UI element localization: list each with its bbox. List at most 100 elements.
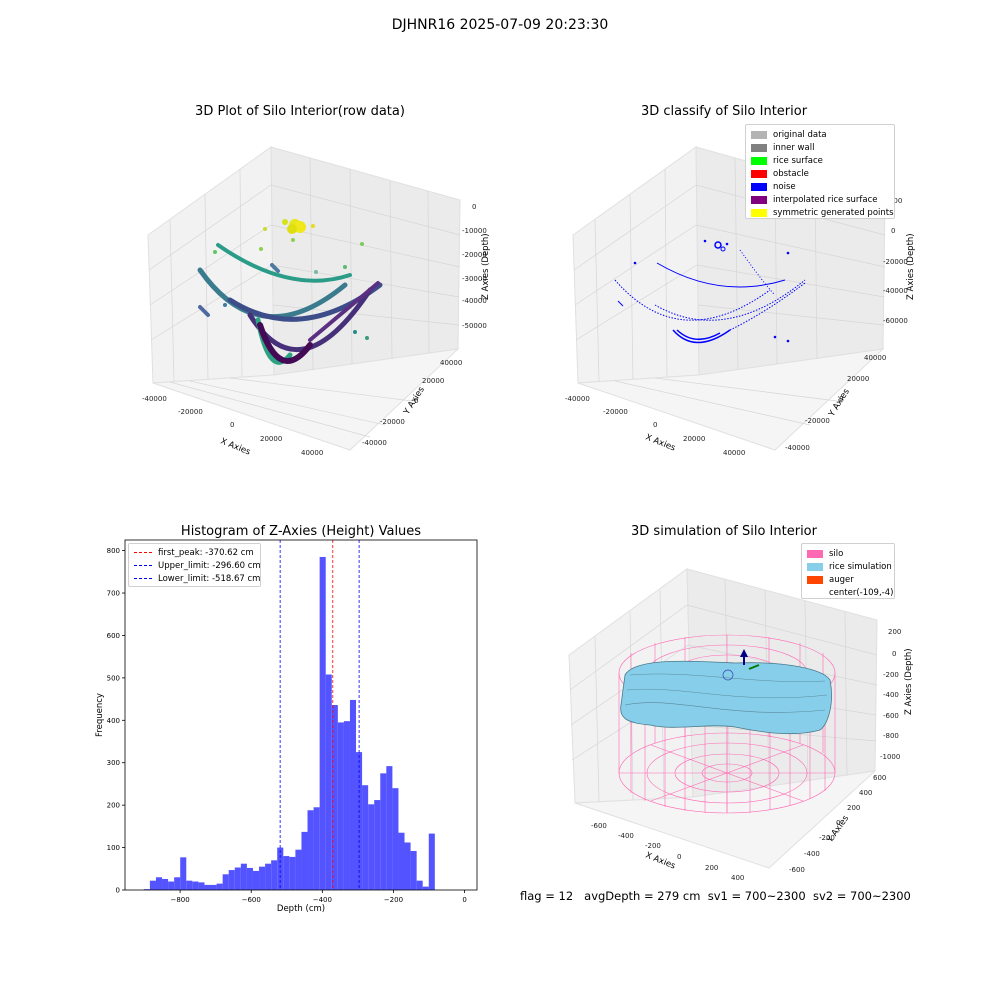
svg-text:-40000: -40000 [883, 287, 908, 295]
raw-scatter-points [197, 243, 383, 365]
legend-entry-auger: auger [807, 573, 889, 586]
histogram-bar [240, 863, 247, 890]
svg-text:-40000: -40000 [142, 395, 167, 403]
svg-text:40000: 40000 [723, 449, 745, 457]
raw-3d-plot[interactable]: -40000 -20000 0 20000 40000 40000 20000 … [130, 125, 500, 465]
histogram-bar [259, 866, 266, 890]
svg-text:40000: 40000 [440, 359, 462, 367]
legend-label: Upper_limit: -296.60 cm [158, 560, 261, 571]
histogram-bar [210, 884, 217, 890]
svg-text:-60000: -60000 [883, 317, 908, 325]
legend-swatch [751, 182, 767, 191]
histogram-bar [192, 881, 199, 890]
svg-text:-600: -600 [591, 822, 607, 830]
histogram-y-axis-label: Frequency [95, 693, 105, 737]
simulation-3d-plot[interactable]: -600 -400 -200 0 200 400 600 400 200 0 -… [555, 545, 925, 885]
histogram-bar [331, 705, 338, 890]
sv2-value: sv2 = 700~2300 [812, 889, 911, 903]
histogram-bar [404, 842, 411, 890]
histogram-bar [246, 867, 253, 890]
histogram-chart[interactable]: −800 −600 −400 −200 0 0 100 200 300 400 500 600 700… [90, 535, 490, 920]
svg-text:0: 0 [891, 227, 895, 235]
figure-title: DJHNR16 2025-07-09 20:23:30 [391, 17, 609, 33]
histogram-y-ticks: 0 100 200 300 400 500 600 700 800 [107, 547, 125, 895]
classify-x-axis-label: X Axies [644, 433, 677, 454]
svg-text:-20000: -20000 [805, 417, 830, 425]
legend-label: auger [829, 574, 854, 585]
classify-noise-points [614, 239, 806, 344]
svg-text:-200: -200 [819, 834, 835, 842]
histogram-bar [204, 884, 211, 890]
histogram-legend: first_peak: -370.62 cm Upper_limit: -296… [128, 543, 261, 587]
histogram-bar [277, 847, 284, 890]
histogram-bar [362, 785, 369, 890]
legend-label: silo [829, 548, 844, 559]
legend-entry-upper-limit: Upper_limit: -296.60 cm [134, 559, 261, 572]
svg-text:-600: -600 [789, 866, 805, 874]
y-tick-label: 600 [107, 632, 120, 640]
legend-swatch [751, 195, 767, 204]
legend-label: symmetric generated points [773, 207, 894, 218]
histogram-bar [380, 773, 387, 890]
svg-text:0: 0 [414, 397, 418, 405]
legend-line [134, 578, 152, 579]
y-tick-label: 400 [107, 717, 120, 725]
status-line: flag = 12 avgDepth = 279 cm sv1 = 700~23… [520, 889, 911, 903]
histogram-bars [143, 556, 435, 890]
svg-text:0: 0 [653, 421, 657, 429]
legend-swatch [807, 575, 823, 584]
simulation-z-axis-label: Z Axies (Depth) [904, 648, 914, 715]
svg-text:0: 0 [677, 853, 681, 861]
svg-text:400: 400 [731, 874, 744, 882]
legend-entry-obstacle: obstacle [751, 167, 889, 180]
histogram-bar [398, 832, 405, 890]
histogram-x-ticks: −800 −600 −400 −200 0 [170, 890, 467, 904]
legend-entry-center: center(-109,-4) [807, 586, 893, 599]
classify-legend: original data inner wall rice surface ob… [745, 124, 895, 219]
x-tick-label: −800 [170, 896, 189, 904]
auger-marker [740, 649, 760, 670]
y-tick-label: 800 [107, 547, 120, 555]
svg-text:400: 400 [859, 789, 872, 797]
x-tick-label: −400 [313, 896, 332, 904]
svg-text:-10000: -10000 [462, 227, 487, 235]
svg-text:0: 0 [836, 819, 840, 827]
histogram-bar [410, 850, 417, 890]
svg-text:600: 600 [873, 774, 886, 782]
histogram-bar [368, 804, 375, 890]
histogram-bar [374, 800, 381, 890]
legend-swatch [751, 169, 767, 178]
classify-z-axis-label: Z Axies (Depth) [906, 233, 916, 300]
histogram-bar [295, 849, 302, 890]
histogram-bar [143, 889, 150, 890]
simulation-x-axis-label: X Axies [644, 851, 677, 872]
svg-text:-40000: -40000 [462, 297, 487, 305]
histogram-title: Histogram of Z-Axies (Height) Values [180, 524, 422, 539]
legend-swatch [751, 156, 767, 165]
svg-text:-200: -200 [883, 671, 899, 679]
histogram-bar [343, 721, 350, 890]
legend-swatch [751, 208, 767, 217]
histogram-bar [174, 877, 181, 890]
raw-outlier-points [213, 219, 369, 340]
legend-line [134, 565, 152, 566]
legend-swatch [807, 562, 823, 571]
legend-entry-inner-wall: inner wall [751, 141, 889, 154]
y-tick-label: 100 [107, 844, 120, 852]
svg-text:0: 0 [230, 421, 234, 429]
svg-text:-20000: -20000 [462, 251, 487, 259]
svg-text:-20000: -20000 [603, 408, 628, 416]
svg-text:-400: -400 [618, 832, 634, 840]
svg-text:200: 200 [888, 628, 901, 636]
rice-surface [620, 660, 832, 735]
legend-label: inner wall [773, 142, 815, 153]
svg-text:-20000: -20000 [178, 408, 203, 416]
svg-text:200: 200 [847, 804, 860, 812]
histogram-bar [168, 881, 175, 890]
histogram-frame [124, 539, 478, 891]
histogram-bar [180, 857, 187, 890]
legend-entry-silo: silo [807, 547, 889, 560]
svg-text:40000: 40000 [301, 449, 323, 457]
histogram-bar [422, 886, 429, 890]
legend-swatch [807, 549, 823, 558]
